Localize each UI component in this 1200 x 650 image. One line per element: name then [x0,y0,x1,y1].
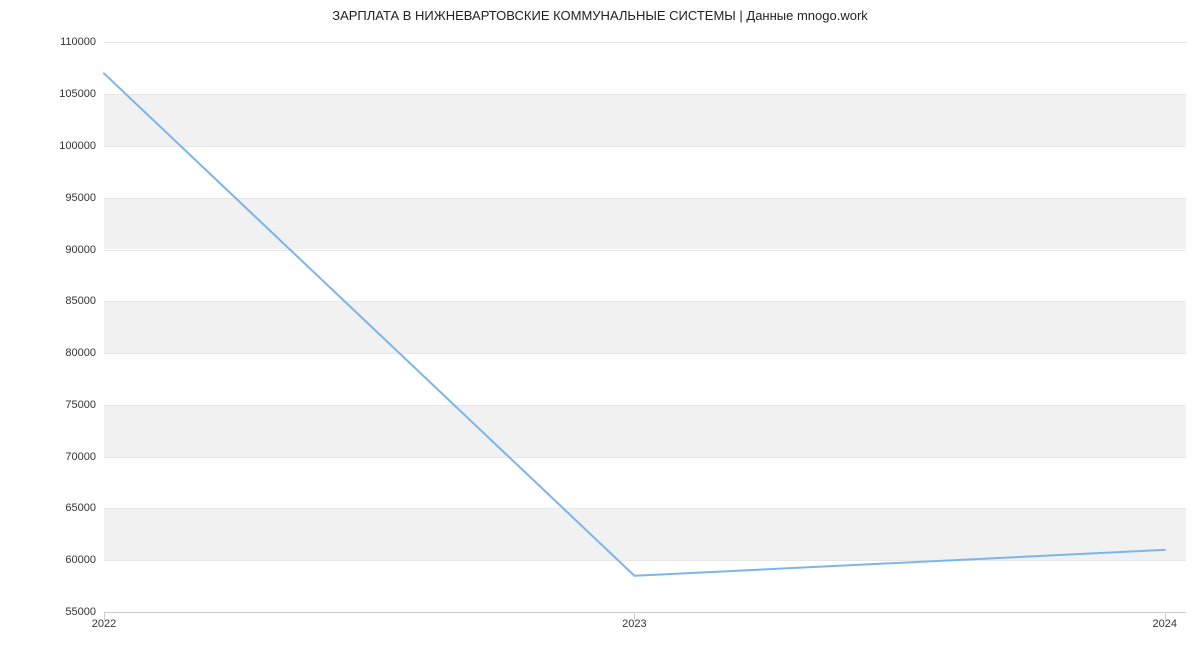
plot-area: 5500060000650007000075000800008500090000… [104,32,1186,612]
y-tick-label: 105000 [59,88,104,100]
x-tick-label: 2024 [1153,612,1177,630]
y-tick-label: 100000 [59,140,104,152]
y-tick-label: 80000 [65,347,104,359]
salary-line-chart: ЗАРПЛАТА В НИЖНЕВАРТОВСКИЕ КОММУНАЛЬНЫЕ … [0,0,1200,650]
y-tick-label: 65000 [65,502,104,514]
y-tick-label: 95000 [65,192,104,204]
x-tick-label: 2022 [92,612,116,630]
y-tick-label: 85000 [65,295,104,307]
series-layer [104,32,1186,612]
y-tick-label: 90000 [65,244,104,256]
y-tick-label: 75000 [65,399,104,411]
y-tick-label: 70000 [65,451,104,463]
chart-title: ЗАРПЛАТА В НИЖНЕВАРТОВСКИЕ КОММУНАЛЬНЫЕ … [0,8,1200,23]
y-tick-label: 60000 [65,554,104,566]
series-line-salary [104,73,1165,575]
y-tick-label: 110000 [60,36,104,48]
x-tick-label: 2023 [622,612,646,630]
